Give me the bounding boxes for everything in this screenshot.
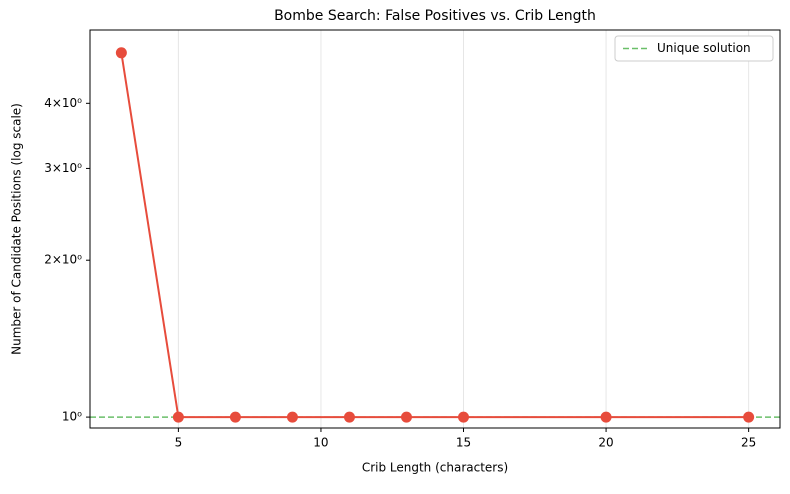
line <box>120 52 749 419</box>
point <box>400 411 412 423</box>
x-axis-label: Crib Length (characters) <box>362 461 508 475</box>
x-tick-label: 10 <box>313 436 328 450</box>
x-tick-label: 5 <box>175 436 183 450</box>
point <box>172 411 184 423</box>
point <box>115 47 127 59</box>
chart-title: Bombe Search: False Positives vs. Crib L… <box>274 8 596 24</box>
x-tick-label: 25 <box>741 436 756 450</box>
point <box>229 411 241 423</box>
y-tick-label: 3×10⁰ <box>44 161 82 175</box>
x-tick-label: 20 <box>598 436 613 450</box>
x-tick-label: 15 <box>456 436 471 450</box>
y-tick-label: 10⁰ <box>62 410 82 424</box>
legend-box <box>614 35 774 62</box>
legend-label: Unique solution <box>657 41 751 55</box>
y-tick-label: 2×10⁰ <box>44 253 82 267</box>
point <box>743 411 755 423</box>
y-tick-label: 4×10⁰ <box>44 96 82 110</box>
point <box>286 411 298 423</box>
y-axis-label: Number of Candidate Positions (log scale… <box>10 103 24 355</box>
point <box>343 411 355 423</box>
point <box>458 411 470 423</box>
point <box>600 411 612 423</box>
plot-frame <box>89 29 781 429</box>
